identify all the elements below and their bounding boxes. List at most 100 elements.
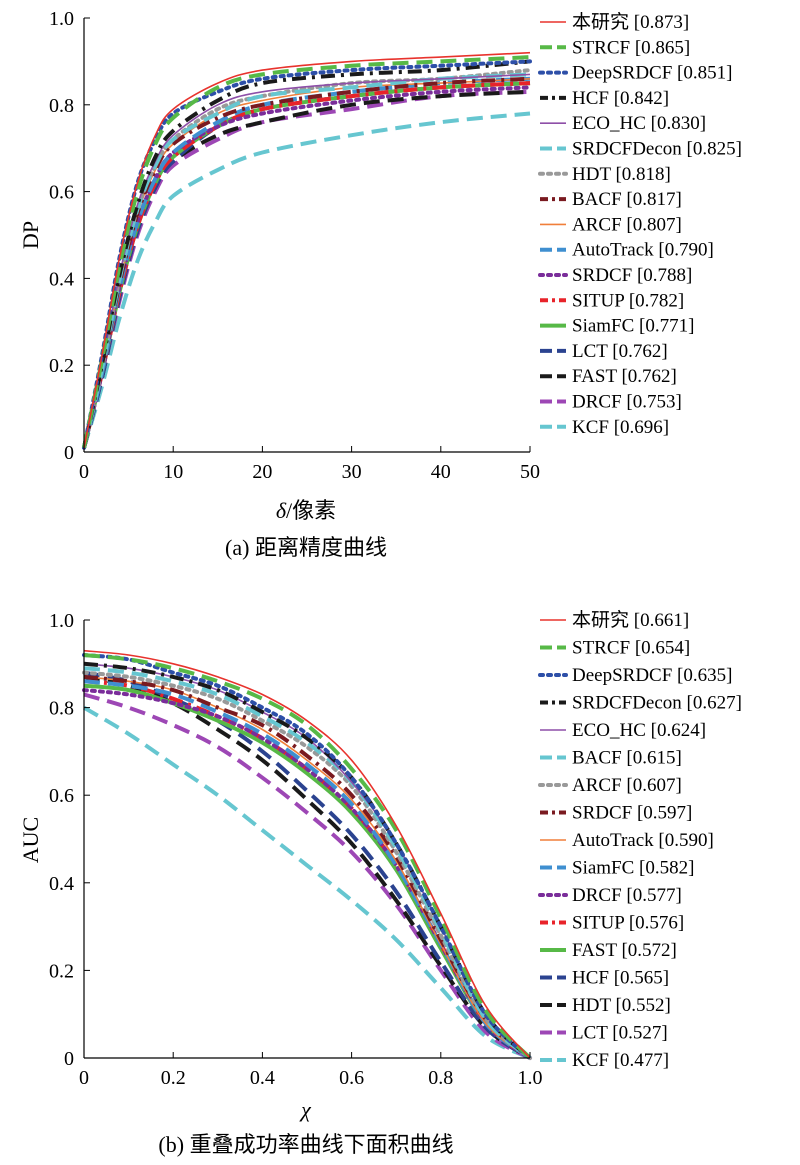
dp-chart-series-line — [82, 81, 531, 449]
auc-chart-legend-label: STRCF [0.654] — [572, 638, 690, 659]
dp-chart-legend-label: HCF [0.842] — [572, 88, 669, 109]
dp-chart-axes — [83, 18, 530, 453]
auc-chart-legend-label: SRDCF [0.597] — [572, 803, 692, 824]
auc-chart-series-line — [83, 649, 531, 1059]
dp-chart-legend-label: DeepSRDCF [0.851] — [572, 63, 732, 84]
dp-chart-legend-label: SRDCF [0.788] — [572, 265, 692, 286]
auc-chart-caption: (b) 重叠成功率曲线下面积曲线 — [158, 1132, 453, 1157]
dp-chart-legend-label: SiamFC [0.771] — [572, 316, 694, 337]
auc-chart-legend-label: FAST [0.572] — [572, 940, 677, 961]
dp-chart-legend-label: HDT [0.818] — [572, 164, 671, 185]
auc-chart-series-line — [82, 688, 532, 1060]
dp-chart-legend-label: ARCF [0.807] — [572, 214, 682, 235]
auc-chart-series-line — [83, 653, 532, 1060]
dp-chart-xtick-label: 0 — [79, 461, 89, 483]
auc-chart-legend-label: BACF [0.615] — [572, 748, 682, 769]
dp-chart-xlabel: δ/像素 — [276, 498, 336, 523]
auc-chart-series-group — [82, 649, 532, 1060]
auc-chart-series-line — [82, 705, 531, 1060]
dp-chart-panel: 0 10 20 30 40 50 0 0.2 0.4 0.6 0.8 1.0 本研究 [0.873] S… — [18, 8, 742, 560]
dp-chart-xtick-label: 20 — [252, 461, 272, 483]
dp-chart-series-group — [82, 51, 532, 450]
dp-chart-series-line — [82, 72, 531, 449]
dp-chart-ytick-label: 0.6 — [49, 182, 74, 204]
auc-chart-legend: 本研究 [0.661] STRCF [0.654] DeepSRDCF [0.635… — [538, 609, 742, 1071]
auc-chart-ytick-label: 1.0 — [49, 610, 74, 632]
dp-chart-series-line — [82, 76, 531, 449]
dp-chart-series-line — [83, 73, 531, 448]
auc-chart-legend-label: SiamFC [0.582] — [572, 858, 694, 879]
auc-chart-legend-label: SRDCFDecon [0.627] — [572, 693, 742, 714]
dp-chart-xtick-label: 40 — [431, 461, 451, 483]
dp-chart-legend-label: SRDCFDecon [0.825] — [572, 139, 742, 160]
auc-chart-xlabel-symbol: χ — [299, 1097, 312, 1122]
auc-chart-ylabel: AUC — [18, 817, 43, 863]
dp-chart-xlabel-symbol: δ — [276, 498, 287, 523]
auc-chart-ytick-label: 0.8 — [49, 698, 74, 720]
dp-chart-legend-label: 本研究 [0.873] — [572, 11, 689, 33]
auc-chart-legend-label: SITUP [0.576] — [572, 913, 684, 934]
dp-chart-ytick-label: 0.2 — [49, 355, 74, 377]
auc-chart-series-line — [83, 666, 532, 1060]
auc-chart-legend-label: LCT [0.527] — [572, 1023, 668, 1044]
dp-chart-xtick-label: 50 — [520, 461, 540, 483]
dp-chart-series-line — [82, 59, 531, 449]
auc-chart-ytick-label: 0.2 — [49, 960, 74, 982]
dp-chart-xlabel-unit: /像素 — [286, 498, 336, 523]
auc-chart-legend-label: HDT [0.552] — [572, 995, 671, 1016]
auc-chart-legend-label: ARCF [0.607] — [572, 775, 682, 796]
dp-chart-legend-label: STRCF [0.865] — [572, 37, 690, 58]
dp-chart-legend: 本研究 [0.873] STRCF [0.865] DeepSRDCF [0.851… — [538, 11, 742, 438]
dp-chart-series-line — [82, 111, 531, 449]
dp-chart-ytick-label: 0 — [64, 442, 74, 464]
auc-chart-panel: 0 0.2 0.4 0.6 0.8 1.0 0 0.2 0.4 0.6 0.8 1.0 本研究 [0.… — [18, 609, 742, 1157]
dp-chart-legend-label: ECO_HC [0.830] — [572, 113, 706, 134]
dp-chart-ylabel: DP — [18, 221, 43, 249]
auc-chart-legend-label: 本研究 [0.661] — [572, 609, 689, 631]
dp-chart-xtick-label: 30 — [342, 461, 362, 483]
dp-chart-legend-label: SITUP [0.782] — [572, 290, 684, 311]
auc-chart-legend-label: HCF [0.565] — [572, 968, 669, 989]
dp-chart-legend-label: LCT [0.762] — [572, 341, 668, 362]
dp-chart-ytick-label: 0.8 — [49, 95, 74, 117]
auc-chart-ytick-label: 0.6 — [49, 785, 74, 807]
dp-chart-legend-label: KCF [0.696] — [572, 417, 669, 438]
dp-chart-series-line — [82, 68, 532, 450]
auc-chart-legend-label: AutoTrack [0.590] — [572, 830, 714, 851]
auc-chart-legend-label: ECO_HC [0.624] — [572, 720, 706, 741]
dp-chart-series-line — [83, 78, 531, 448]
dp-chart-legend-label: AutoTrack [0.790] — [572, 240, 714, 261]
auc-chart-xtick-label: 0.8 — [428, 1067, 453, 1089]
auc-chart-xtick-label: 0.4 — [250, 1067, 275, 1089]
auc-chart-series-line — [82, 653, 532, 1060]
auc-chart-ticks: 0 0.2 0.4 0.6 0.8 1.0 0 0.2 0.4 0.6 0.8 1.0 — [49, 610, 543, 1089]
auc-chart-legend-label: DRCF [0.577] — [572, 885, 682, 906]
dp-chart-ticks: 0 10 20 30 40 50 0 0.2 0.4 0.6 0.8 1.0 — [49, 8, 540, 483]
dp-chart-series-line — [82, 76, 531, 449]
auc-chart-ytick-label: 0.4 — [49, 873, 74, 895]
auc-chart-xtick-label: 1.0 — [518, 1067, 543, 1089]
auc-chart-series-line — [83, 679, 532, 1060]
auc-chart-legend-label: DeepSRDCF [0.635] — [572, 665, 732, 686]
auc-chart-xtick-label: 0.6 — [339, 1067, 364, 1089]
dp-chart-series-line — [83, 51, 531, 448]
auc-chart-xlabel: χ — [299, 1097, 312, 1122]
dp-chart-series-line — [82, 81, 531, 449]
dp-chart-legend-label: DRCF [0.753] — [572, 392, 682, 413]
auc-chart-xtick-label: 0 — [79, 1067, 89, 1089]
dp-chart-xtick-label: 10 — [163, 461, 183, 483]
auc-chart-xtick-label: 0.2 — [161, 1067, 186, 1089]
dp-chart-series-line — [82, 59, 532, 450]
auc-chart-axes — [83, 620, 530, 1059]
auc-chart-series-line — [83, 676, 531, 1059]
auc-chart-legend-label: KCF [0.477] — [572, 1050, 669, 1071]
auc-chart-series-line — [83, 670, 532, 1060]
dp-chart-ytick-label: 1.0 — [49, 8, 74, 30]
dp-chart-legend-label: BACF [0.817] — [572, 189, 682, 210]
dp-chart-series-line — [82, 55, 531, 449]
dp-chart-legend-label: FAST [0.762] — [572, 366, 677, 387]
auc-chart-series-line — [83, 674, 532, 1060]
dp-chart-ytick-label: 0.4 — [49, 268, 74, 290]
dp-chart-caption: (a) 距离精度曲线 — [225, 535, 387, 560]
